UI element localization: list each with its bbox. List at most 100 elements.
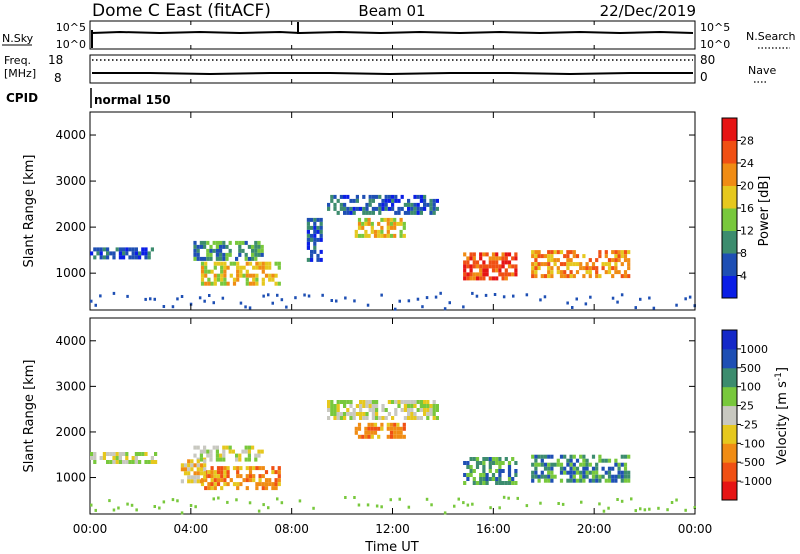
power-cell bbox=[572, 250, 576, 255]
velocity-cell bbox=[377, 426, 381, 431]
power-cell bbox=[435, 198, 439, 203]
power-cell bbox=[200, 261, 205, 266]
velocity-scatter-cell bbox=[398, 497, 401, 501]
power-cell bbox=[381, 198, 385, 203]
power-cell bbox=[614, 258, 618, 263]
power-cell bbox=[386, 225, 390, 230]
power-cell bbox=[352, 206, 356, 211]
power-cell bbox=[147, 255, 151, 260]
velocity-cell bbox=[475, 481, 480, 485]
power-frame bbox=[89, 111, 696, 311]
velocity-cell bbox=[327, 408, 331, 412]
velocity-cell bbox=[203, 467, 207, 472]
power-cell bbox=[310, 237, 314, 242]
velocity-cell bbox=[252, 478, 256, 483]
power-cell bbox=[357, 225, 362, 230]
power-cell bbox=[336, 210, 340, 215]
nsky-tick-high: 10^5 bbox=[56, 21, 86, 34]
power-cell bbox=[223, 273, 227, 278]
velocity-cell bbox=[419, 400, 423, 404]
velocity-cell bbox=[336, 412, 340, 416]
power-cell bbox=[209, 256, 213, 261]
velocity-cell bbox=[393, 430, 397, 435]
velocity-cell bbox=[209, 453, 213, 458]
power-cell bbox=[588, 270, 592, 275]
power-cell bbox=[254, 244, 258, 249]
power-cell bbox=[402, 233, 406, 238]
power-cell bbox=[236, 269, 240, 274]
velocity-cell bbox=[118, 456, 122, 460]
velocity-scatter-cell bbox=[607, 506, 610, 510]
velocity-cell bbox=[547, 462, 551, 467]
velocity-cell bbox=[550, 454, 554, 459]
velocity-cell bbox=[397, 404, 401, 408]
velocity-cell bbox=[604, 478, 608, 483]
velocity-cell bbox=[556, 458, 560, 463]
power-cell bbox=[488, 276, 492, 281]
power-cell bbox=[206, 248, 210, 253]
velocity-cell bbox=[469, 465, 473, 469]
velocity-cell bbox=[343, 404, 347, 408]
power-cell bbox=[377, 221, 381, 226]
velocity-cell bbox=[343, 400, 347, 404]
power-cell bbox=[585, 266, 589, 271]
velocity-cell bbox=[595, 466, 599, 471]
power-cell bbox=[627, 266, 631, 271]
power-cell bbox=[547, 262, 551, 267]
power-cell bbox=[226, 265, 230, 270]
power-scatter-cell bbox=[144, 297, 147, 301]
power-colorbar-swatch bbox=[722, 140, 737, 164]
power-cell bbox=[199, 244, 203, 249]
power-cell bbox=[219, 240, 223, 245]
power-cell bbox=[498, 268, 502, 273]
power-cell bbox=[313, 249, 317, 254]
power-cell bbox=[559, 250, 564, 255]
velocity-cell bbox=[223, 482, 227, 487]
nsearch-tick-high: 10^5 bbox=[700, 21, 730, 34]
power-cell bbox=[247, 256, 251, 261]
power-cell bbox=[627, 250, 631, 255]
velocity-cell bbox=[426, 408, 430, 412]
velocity-cell bbox=[339, 412, 343, 416]
velocity-cell bbox=[582, 478, 586, 483]
velocity-cell bbox=[569, 474, 573, 479]
power-cell bbox=[252, 281, 256, 286]
velocity-cell bbox=[102, 456, 106, 460]
velocity-cell bbox=[330, 408, 334, 412]
velocity-cell bbox=[397, 400, 401, 404]
velocity-cell bbox=[534, 454, 538, 459]
power-cell bbox=[96, 247, 100, 252]
velocity-cell bbox=[569, 466, 573, 471]
velocity-cell bbox=[223, 466, 227, 471]
velocity-scatter-cell bbox=[135, 508, 138, 512]
velocity-cell bbox=[563, 466, 567, 471]
power-cell bbox=[106, 247, 110, 252]
velocity-cell bbox=[354, 430, 358, 435]
power-cell bbox=[511, 256, 515, 261]
power-cell bbox=[144, 251, 148, 256]
power-cell bbox=[387, 194, 391, 199]
power-cell bbox=[588, 258, 592, 263]
velocity-cell bbox=[207, 470, 211, 475]
velocity-cell bbox=[190, 475, 194, 480]
velocity-cell bbox=[106, 460, 110, 464]
velocity-cell bbox=[196, 467, 200, 472]
power-cell bbox=[419, 206, 423, 211]
velocity-cell bbox=[239, 466, 243, 471]
power-cell bbox=[346, 210, 350, 215]
power-cell bbox=[215, 252, 219, 257]
velocity-colorbar-tick-label: -100 bbox=[740, 437, 765, 450]
power-cell bbox=[306, 217, 310, 222]
velocity-cell bbox=[150, 456, 154, 460]
velocity-ylabel: Slant Range [km] bbox=[22, 360, 37, 473]
velocity-cell bbox=[627, 478, 631, 483]
velocity-cell bbox=[109, 460, 113, 464]
power-cell bbox=[313, 237, 317, 242]
velocity-cell bbox=[534, 458, 538, 463]
power-cell bbox=[472, 264, 476, 269]
velocity-cell bbox=[223, 478, 227, 483]
power-cell bbox=[319, 221, 323, 226]
velocity-cell bbox=[534, 470, 538, 475]
velocity-cell bbox=[429, 404, 433, 408]
velocity-cell bbox=[498, 469, 502, 473]
